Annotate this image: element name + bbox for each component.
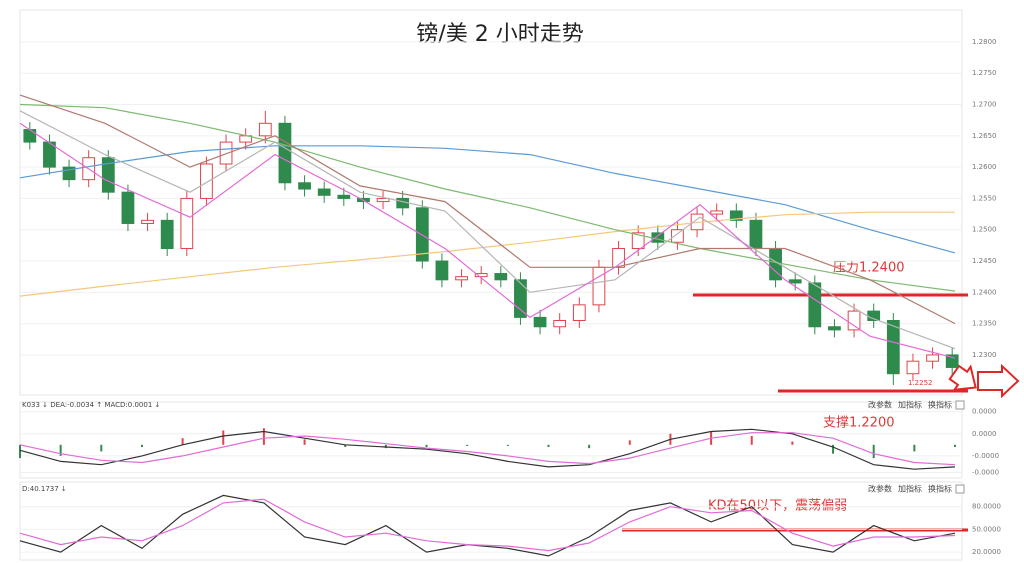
candle-body xyxy=(514,279,527,318)
candle-body xyxy=(553,320,567,328)
line-series xyxy=(19,428,956,470)
y-tick-label: -0.0000 xyxy=(972,452,999,460)
y-tick-label: 1.2700 xyxy=(972,101,997,109)
candle-body xyxy=(435,260,449,281)
candle-body xyxy=(200,163,213,199)
macd-header: K033 ↓ DEA:-0.0034 ↑ MACD:0.0001 ↓ xyxy=(22,401,160,409)
right-arrow xyxy=(977,363,1020,399)
button[interactable]: 加指标 xyxy=(898,484,922,494)
candle-body xyxy=(612,248,625,268)
y-tick-label: 1.2600 xyxy=(972,163,997,171)
candle-body xyxy=(455,276,468,281)
candle-body xyxy=(298,182,311,190)
candle-body xyxy=(710,210,724,215)
candle-body xyxy=(180,197,194,250)
line-series xyxy=(19,94,956,325)
candle-body xyxy=(906,360,920,375)
kd-header: D:40.1737 ↓ xyxy=(22,485,67,493)
button[interactable]: 加指标 xyxy=(898,400,922,410)
y-tick-label: 0.0000 xyxy=(972,430,997,438)
candle-body xyxy=(121,191,135,224)
candle-body xyxy=(592,266,606,306)
y-tick-label: 1.2800 xyxy=(972,38,997,46)
line-series xyxy=(19,145,956,254)
candle-body xyxy=(141,219,154,224)
line-series xyxy=(19,432,956,466)
candle-body xyxy=(494,273,508,281)
y-tick-label: -0.0000 xyxy=(972,468,999,476)
candle-body xyxy=(101,157,115,193)
candle-body xyxy=(160,219,174,250)
candle-body xyxy=(651,232,665,243)
candle-body xyxy=(631,232,645,250)
candle-body xyxy=(533,316,547,328)
candle-body xyxy=(729,210,743,221)
button[interactable]: 换指标 xyxy=(928,400,952,410)
line-series xyxy=(19,103,956,292)
button[interactable]: 换指标 xyxy=(928,484,952,494)
candle-body xyxy=(945,354,959,368)
macd-panel-frame xyxy=(19,401,963,479)
candle-body xyxy=(474,273,488,278)
candle-body xyxy=(749,219,763,250)
y-tick-label: 1.2450 xyxy=(972,257,997,265)
candle-body xyxy=(258,122,272,137)
candle-body xyxy=(337,194,351,199)
chart-title: 镑/美 2 小时走势 xyxy=(416,22,583,47)
button[interactable]: 改参数 xyxy=(868,484,892,494)
candle-body xyxy=(671,229,684,243)
close-button[interactable] xyxy=(955,484,965,494)
candle-body xyxy=(317,188,331,196)
support-label: 支撑1.2200 xyxy=(823,416,895,431)
down-arrow xyxy=(948,364,977,391)
y-tick-label: 50.0000 xyxy=(972,525,1001,533)
y-tick-label: 1.2750 xyxy=(972,69,997,77)
candle-body xyxy=(62,166,76,181)
y-tick-label: 20.0000 xyxy=(972,548,1001,556)
line-series xyxy=(19,211,955,297)
y-tick-label: 1.2300 xyxy=(972,351,997,359)
button[interactable]: 改参数 xyxy=(868,400,892,410)
candle-body xyxy=(926,354,939,362)
price-panel-frame xyxy=(19,9,963,396)
line-series xyxy=(19,110,956,350)
y-tick-label: 1.2650 xyxy=(972,132,997,140)
y-tick-label: 1.2550 xyxy=(972,194,997,202)
y-tick-label: 1.2500 xyxy=(972,226,997,234)
line-series xyxy=(19,122,956,359)
candle-body xyxy=(43,141,56,168)
candle-body xyxy=(788,279,802,284)
kd-panel-frame xyxy=(19,481,963,561)
candle-body xyxy=(572,304,586,322)
candle-body xyxy=(278,122,292,184)
line-series xyxy=(19,494,956,557)
candle-body xyxy=(219,141,233,165)
candle-body xyxy=(23,129,37,143)
resistance-label: 压力1.2400 xyxy=(833,261,905,276)
y-tick-label: 80.0000 xyxy=(972,503,1001,511)
y-tick-label: 1.2350 xyxy=(972,320,997,328)
low-label: 1.2252 xyxy=(908,379,933,387)
candle-body xyxy=(886,320,900,375)
candle-body xyxy=(828,326,841,331)
line-series xyxy=(19,498,956,552)
y-tick-label: 1.2400 xyxy=(972,288,997,296)
candle-body xyxy=(808,282,822,328)
candle-body xyxy=(376,197,390,203)
y-tick-label: 0.0000 xyxy=(972,408,997,416)
candle-body xyxy=(847,310,861,331)
candle-body xyxy=(415,207,429,262)
close-button[interactable] xyxy=(955,400,965,410)
